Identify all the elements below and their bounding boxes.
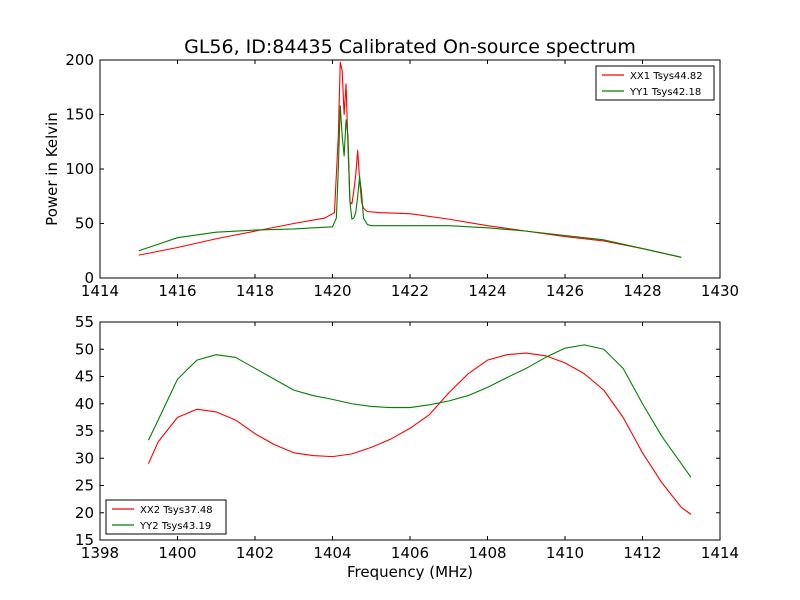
- x-tick-label: 1398: [81, 544, 119, 562]
- x-tick-label: 1428: [623, 282, 661, 300]
- x-tick-label: 1430: [701, 282, 739, 300]
- x-tick-label: 1410: [546, 544, 584, 562]
- x-tick-label: 1426: [546, 282, 584, 300]
- y-tick-label: 50: [75, 215, 94, 233]
- y-tick-label: 15: [75, 531, 94, 549]
- plot-panel-1: 1414 1416 1418 1420 1422 1424 1426 1428 1430 0 50 1…: [43, 51, 739, 300]
- y-tick-label: 40: [75, 395, 94, 413]
- legend-box: [105, 499, 227, 535]
- series-line-1-1: [138, 61, 682, 258]
- legend-label: YY1 Tsys42.18: [629, 87, 701, 98]
- y-tick-label: 35: [75, 422, 94, 440]
- legend-label: YY2 Tsys43.19: [139, 521, 211, 532]
- x-tick-label: 1416: [158, 282, 196, 300]
- series-line-2-1: [147, 352, 692, 515]
- x-tick-label: 1422: [391, 282, 429, 300]
- x-tick-label: 1402: [236, 544, 274, 562]
- y-tick-label: 55: [75, 313, 94, 331]
- x-tick-label: 1412: [623, 544, 661, 562]
- y-tick-label: 45: [75, 368, 94, 386]
- x-tick-label: 1400: [158, 544, 196, 562]
- x-tick-label: 1404: [313, 544, 351, 562]
- chart-title: GL56, ID:84435 Calibrated On-source spec…: [184, 36, 636, 58]
- series-line-1-2: [138, 105, 682, 258]
- legend: XX1 Tsys44.82 YY1 Tsys42.18: [595, 65, 715, 101]
- y-axis-label: Power in Kelvin: [43, 112, 61, 226]
- y-tick-label: 50: [75, 340, 94, 358]
- y-tick-label: 25: [75, 477, 94, 495]
- x-tick-label: 1414: [81, 282, 119, 300]
- legend: XX2 Tsys37.48 YY2 Tsys43.19: [105, 499, 227, 535]
- legend-label: XX1 Tsys44.82: [630, 71, 703, 82]
- legend-label: XX2 Tsys37.48: [140, 505, 213, 516]
- x-tick-label: 1408: [468, 544, 506, 562]
- y-tick-label: 200: [65, 51, 94, 69]
- y-tick-label: 30: [75, 449, 94, 467]
- y-tick-label: 100: [65, 160, 94, 178]
- y-tick-label: 150: [65, 106, 94, 124]
- x-tick-label: 1414: [701, 544, 739, 562]
- x-tick-label: 1418: [236, 282, 274, 300]
- plot-panels: 1414 1416 1418 1420 1422 1424 1426 1428 14300501…: [43, 51, 739, 581]
- plot-panel-2: 1398 1400 1402 1404 1406 1408 1410 1412 1414 15 20…: [75, 313, 739, 581]
- x-tick-label: 1406: [391, 544, 429, 562]
- x-tick-label: 1420: [313, 282, 351, 300]
- series-line-2-2: [147, 344, 692, 478]
- x-tick-label: 1424: [468, 282, 506, 300]
- y-tick-label: 20: [75, 504, 94, 522]
- x-axis-label: Frequency (MHz): [347, 563, 473, 581]
- y-tick-label: 0: [84, 269, 94, 287]
- legend-box: [595, 65, 715, 101]
